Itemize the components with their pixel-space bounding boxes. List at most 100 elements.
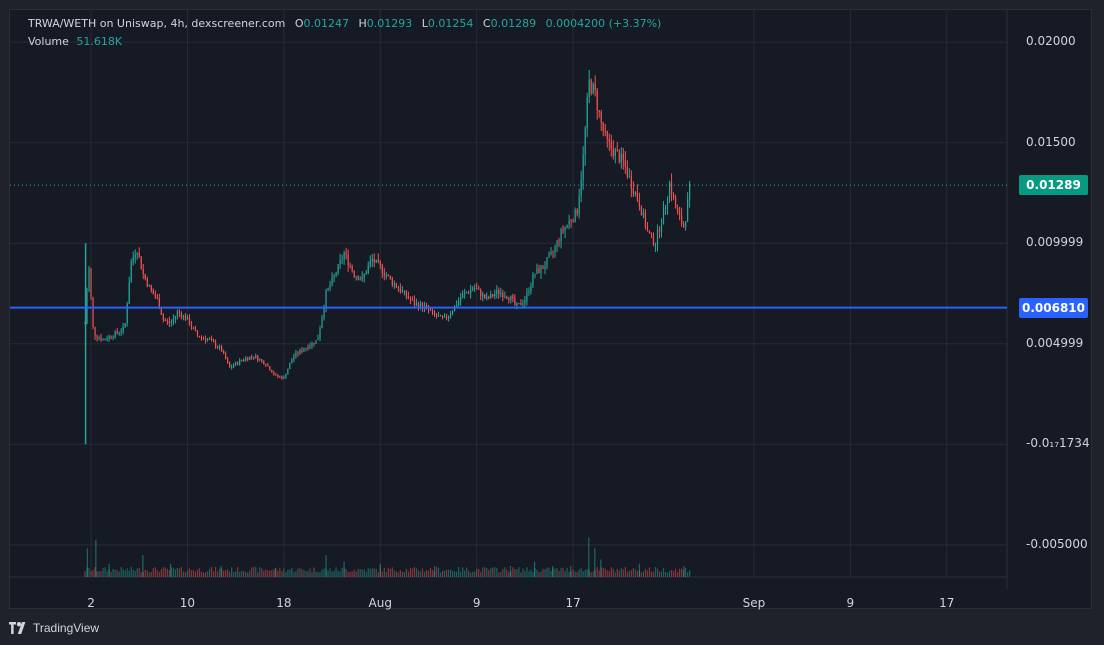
volume-bar	[327, 570, 329, 577]
volume-bar	[247, 572, 249, 577]
volume-spike	[594, 548, 596, 577]
volume-bar	[375, 568, 377, 577]
legend-volume: Volume 51.618K	[28, 35, 122, 48]
candle-body-down	[237, 362, 239, 365]
volume-bar	[106, 571, 108, 577]
candle-body-down	[152, 290, 154, 295]
volume-bar	[419, 571, 422, 577]
candle-body-down	[94, 326, 96, 337]
volume-bar	[576, 572, 578, 577]
volume-bar	[466, 567, 468, 577]
candle-body-down	[429, 309, 432, 311]
legend-ohlc: TRWA/WETH on Uniswap, 4h, dexscreener.co…	[28, 17, 661, 30]
candle-body-down	[90, 268, 92, 298]
candle-body-up	[449, 313, 452, 316]
volume-bar	[522, 568, 524, 577]
volume-bar	[504, 567, 506, 577]
volume-bar	[590, 572, 592, 577]
candle-body-down	[263, 360, 265, 365]
volume-bar	[128, 570, 130, 577]
candle-body-up	[540, 266, 542, 273]
volume-bar	[329, 568, 331, 577]
volume-spike	[588, 537, 590, 577]
candle-body-up	[518, 303, 520, 305]
volume-bar	[417, 570, 420, 577]
volume-bar	[425, 570, 428, 577]
legend-pair: TRWA/WETH on Uniswap, 4h, dexscreener.co…	[28, 17, 286, 30]
candle-body-down	[204, 338, 207, 341]
candle-body-down	[168, 320, 170, 324]
candle-body-up	[120, 331, 122, 333]
candle-body-up	[516, 304, 518, 306]
volume-bar	[526, 567, 528, 577]
volume-bar	[666, 572, 669, 577]
candle-body-down	[214, 342, 217, 347]
volume-bar	[168, 570, 170, 577]
candle-body-up	[556, 240, 558, 247]
candle-body-up	[174, 315, 176, 319]
candle-body-up	[367, 265, 369, 274]
time-axis-tick-label: 2	[87, 596, 95, 610]
volume-bar	[662, 567, 665, 577]
candle-body-up	[126, 303, 128, 324]
candle-body-up	[319, 327, 321, 339]
candle-body-down	[96, 336, 98, 338]
volume-bar	[472, 571, 474, 577]
volume-spike	[169, 563, 172, 577]
candle-body-up	[536, 268, 538, 274]
candle-body-down	[275, 374, 277, 376]
volume-bar	[110, 571, 112, 577]
volume-bar	[255, 567, 257, 577]
volume-bar	[544, 569, 546, 577]
price-axis-tick-label: 0.004999	[1026, 335, 1084, 350]
volume-bar	[265, 569, 267, 577]
candle-body-down	[140, 256, 142, 270]
volume-bar	[546, 567, 548, 577]
candle-body-down	[399, 288, 401, 292]
candle-body-up	[588, 79, 590, 97]
candle-body-up	[299, 350, 301, 354]
volume-bar	[124, 570, 126, 577]
volume-bar	[291, 568, 293, 577]
candle-body-down	[265, 364, 267, 366]
candle-body-down	[164, 319, 166, 321]
volume-bar	[178, 568, 181, 577]
volume-bar	[184, 572, 187, 577]
candle-body-up	[532, 274, 534, 286]
horizontal-line-price-badge: 0.006810	[1019, 297, 1088, 318]
candle-body-up	[182, 315, 185, 318]
candle-body-down	[243, 359, 245, 361]
tradingview-footer[interactable]: TradingView	[9, 618, 99, 638]
volume-bar	[94, 566, 96, 577]
candle-body-down	[488, 296, 490, 299]
volume-bar	[361, 569, 363, 577]
volume-bar	[235, 571, 237, 577]
volume-bar	[160, 569, 162, 577]
volume-bar	[214, 566, 217, 577]
candle-body-down	[190, 324, 193, 328]
candle-body-down	[413, 300, 416, 306]
price-chart[interactable]	[10, 10, 1093, 610]
volume-bar	[530, 569, 532, 577]
volume-bar	[174, 569, 176, 577]
candle-body-up	[401, 290, 403, 292]
volume-bar	[668, 570, 671, 577]
volume-spike	[220, 566, 222, 577]
candle-body-down	[618, 151, 620, 163]
candle-body-down	[223, 351, 225, 354]
volume-bar	[104, 567, 106, 577]
candle-body-down	[407, 296, 410, 299]
candle-body-down	[680, 215, 683, 224]
candle-body-down	[381, 265, 383, 274]
candle-body-up	[337, 264, 339, 274]
volume-bar	[606, 570, 608, 577]
candle-body-up	[309, 345, 311, 349]
volume-bar	[229, 571, 231, 577]
candle-body-down	[210, 338, 213, 340]
candle-body-down	[166, 320, 168, 322]
volume-bar	[512, 567, 514, 577]
volume-bar	[307, 571, 309, 577]
volume-bar	[170, 567, 172, 577]
volume-bar	[484, 567, 486, 577]
volume-bar	[369, 568, 371, 577]
